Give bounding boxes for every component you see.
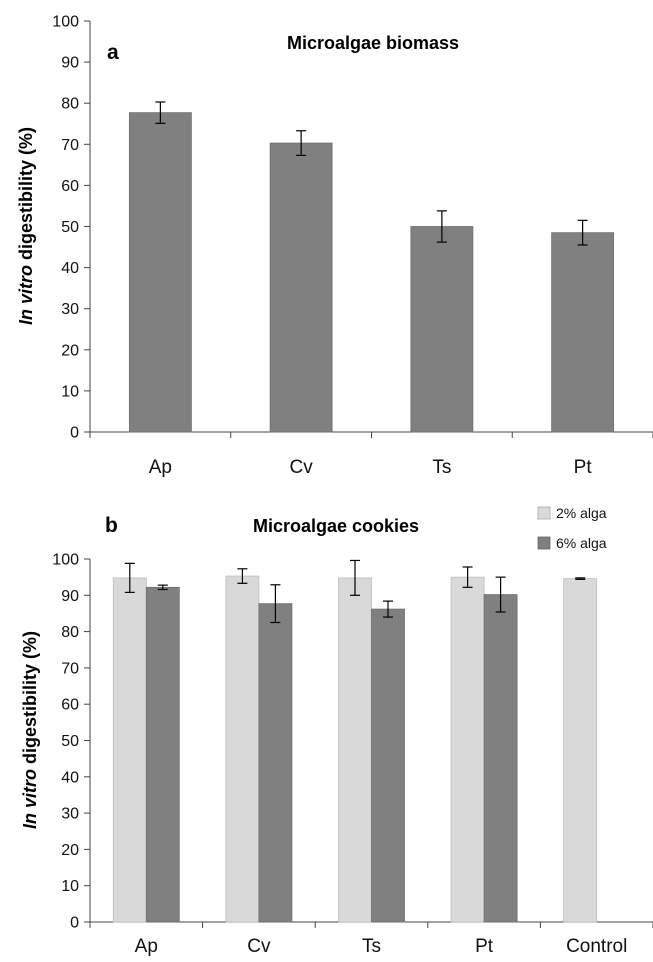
y-tick-label-a: 50 — [61, 219, 79, 236]
bar-a-ap — [128, 112, 192, 433]
legend-label-6pct: 6% alga — [556, 535, 607, 551]
x-tick-label-b: Pt — [475, 936, 494, 957]
x-tick-label-b: Cv — [247, 936, 271, 957]
y-tick-label-a: 60 — [61, 178, 79, 195]
y-axis-label-a-rest: digestibility (%) — [16, 127, 36, 265]
chart-title-b: Microalgae cookies — [253, 516, 419, 536]
panel-label-a: a — [107, 41, 119, 64]
bar-a-ts — [410, 226, 474, 433]
legend-swatch-6pct — [537, 536, 551, 550]
y-tick-label-a: 40 — [61, 260, 79, 277]
y-tick-label-b: 0 — [70, 915, 79, 932]
x-tick-label-b: Ap — [135, 936, 158, 957]
y-tick-label-a: 0 — [70, 425, 79, 442]
bar-b-pt-series2 — [483, 594, 518, 923]
bar-b-ts-series1 — [338, 577, 372, 923]
bar-b-cv-series1 — [225, 575, 260, 923]
x-tick-label-a: Ts — [432, 457, 451, 478]
plot-area-b: 0 10 20 30 40 50 60 70 80 90 100 Ap Cv Ts Pt Control — [52, 552, 653, 957]
x-tick-label-a: Cv — [290, 457, 314, 478]
bar-a-cv — [269, 142, 333, 433]
y-tick-label-a: 30 — [61, 301, 79, 318]
x-tick-label-b: Control — [566, 936, 627, 957]
bar-b-control-series1 — [563, 578, 598, 923]
y-axis-label-b-italic: In vitro — [20, 769, 40, 829]
bar-b-ap-series2 — [145, 586, 180, 923]
y-tick-label-a: 90 — [61, 55, 79, 72]
y-tick-label-a: 100 — [52, 14, 79, 31]
bar-b-pt-series1 — [450, 576, 485, 923]
legend-swatch-2pct — [537, 506, 551, 520]
x-tick-label-b: Ts — [362, 936, 381, 957]
y-tick-label-b: 90 — [61, 588, 79, 605]
legend: 2% alga 6% alga — [537, 505, 607, 551]
y-tick-label-b: 100 — [52, 552, 79, 569]
y-tick-label-b: 30 — [61, 806, 79, 823]
y-tick-label-b: 80 — [61, 624, 79, 641]
y-axis-label-a-italic: In vitro — [16, 265, 36, 325]
y-tick-label-a: 80 — [61, 96, 79, 113]
y-axis-label-a: In vitro digestibility (%) — [16, 127, 36, 325]
y-tick-label-a: 10 — [61, 383, 79, 400]
y-tick-label-b: 10 — [61, 878, 79, 895]
chart-title-a: Microalgae biomass — [287, 33, 459, 53]
y-tick-label-b: 40 — [61, 769, 79, 786]
bar-b-ts-series2 — [371, 608, 405, 923]
bar-b-cv-series2 — [258, 603, 293, 923]
bar-b-ap-series1 — [112, 577, 147, 923]
y-tick-label-b: 70 — [61, 660, 79, 677]
y-tick-label-a: 20 — [61, 342, 79, 359]
y-axis-label-b-rest: digestibility (%) — [20, 631, 40, 769]
y-axis-label-b: In vitro digestibility (%) — [20, 631, 40, 829]
legend-label-2pct: 2% alga — [556, 505, 607, 521]
panel-label-b: b — [105, 514, 118, 537]
chart-panel-a: a Microalgae biomass In vitro digestibil… — [16, 14, 653, 478]
y-tick-label-a: 70 — [61, 137, 79, 154]
x-tick-label-a: Pt — [574, 457, 593, 478]
x-tick-label-a: Ap — [149, 457, 172, 478]
plot-area-a: 0 10 20 30 40 50 60 70 80 90 100 Ap Cv Ts Pt — [52, 14, 653, 478]
chart-panel-b: b Microalgae cookies In vitro digestibil… — [20, 505, 653, 957]
bar-a-pt — [551, 232, 615, 433]
y-tick-label-b: 20 — [61, 842, 79, 859]
y-tick-label-b: 60 — [61, 697, 79, 714]
y-tick-label-b: 50 — [61, 733, 79, 750]
